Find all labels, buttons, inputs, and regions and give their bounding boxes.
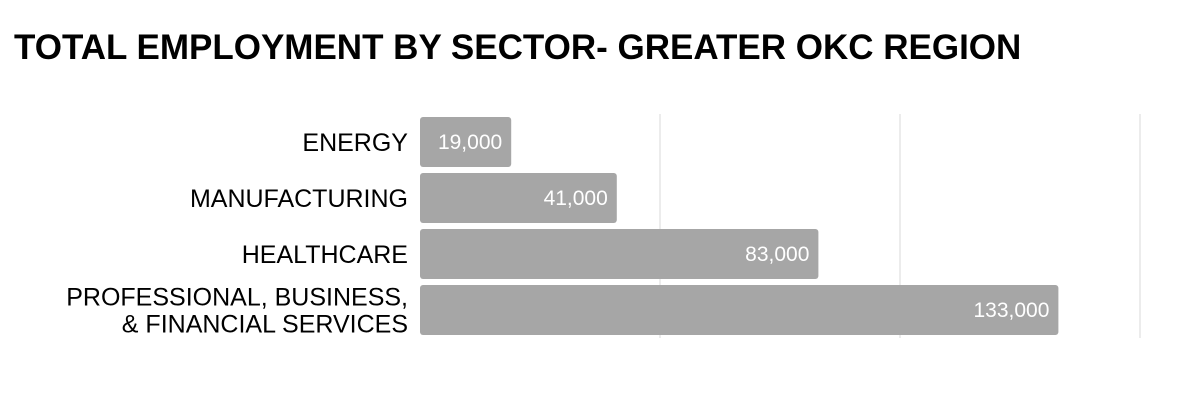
value-label: 83,000 [745,243,809,266]
category-label: PROFESSIONAL, BUSINESS, [66,284,408,312]
chart-title: TOTAL EMPLOYMENT BY SECTOR- GREATER OKC … [14,28,1022,67]
bar-1 [420,117,512,167]
bars [420,117,1059,335]
category-label: HEALTHCARE [242,241,408,269]
value-labels: 19,000 41,000 83,000 133,000 [438,131,1049,322]
value-label: 133,000 [973,299,1049,322]
bar-2 [420,173,617,223]
value-label: 41,000 [544,187,608,210]
value-label: 19,000 [438,131,502,154]
category-label: MANUFACTURING [190,185,408,213]
category-label: ENERGY [302,129,408,157]
bar-3 [420,229,819,279]
category-label: & FINANCIAL SERVICES [122,311,408,339]
category-labels: ENERGY MANUFACTURING HEALTHCARE PROFESSIONA… [66,129,408,339]
bar-4 [420,285,1059,335]
